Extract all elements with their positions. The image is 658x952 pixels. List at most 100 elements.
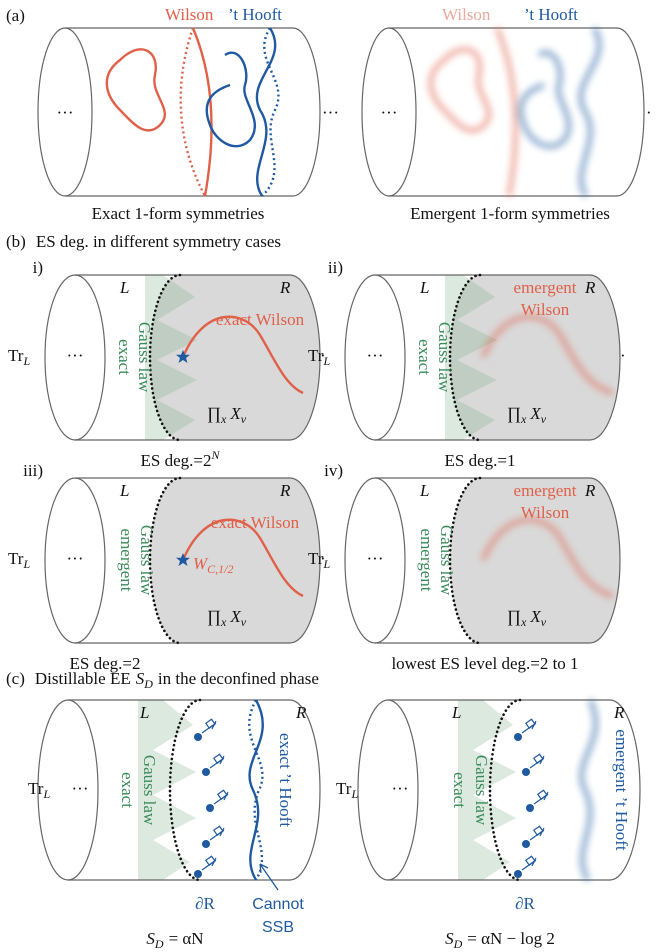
shape: [202, 826, 224, 848]
tspan: = αN: [169, 929, 204, 948]
caption: SD= αN: [146, 929, 203, 951]
figure: (a) ··· ··· Wilson ’t Hooft Exact 1-form…: [0, 0, 658, 952]
cylinder-exact: ··· ··· Wilson ’t Hooft Exact 1-form sym…: [38, 5, 339, 223]
tspan: (c): [6, 669, 25, 688]
right-label: R: [584, 481, 596, 500]
shape: [38, 28, 320, 196]
left-label: L: [451, 703, 461, 722]
wilson-label: Wilson: [165, 5, 214, 24]
tspan: v: [241, 412, 247, 426]
ellipsis: ···: [72, 779, 89, 798]
left-label: L: [419, 278, 429, 297]
ellipsis: ···: [322, 103, 339, 122]
gauss-label: Gauss law: [435, 322, 454, 393]
thooft-label: ’t Hooft: [228, 5, 282, 24]
right-label: R: [295, 703, 307, 722]
tspan: v: [541, 412, 547, 426]
case-iv: iv) TrL ··· L R emergent Gauss law emerg…: [308, 461, 620, 673]
tspan: N: [210, 448, 220, 462]
wilson-label: Wilson: [521, 300, 570, 319]
note: Cannot: [252, 896, 304, 913]
tspan: in the deconfined phase: [158, 669, 319, 688]
thooft-label: exact ’t Hooft: [276, 733, 295, 827]
gauss-label: emergent: [117, 529, 136, 592]
shape: [526, 790, 548, 812]
thooft-label: emergent ’t Hooft: [612, 729, 631, 850]
path: [193, 28, 211, 196]
gauss-label: exact: [415, 339, 434, 375]
tspan: C,1/2: [207, 562, 233, 576]
g: [194, 719, 228, 878]
tspan: X: [529, 607, 541, 626]
shape: [522, 754, 544, 776]
tspan: L: [322, 557, 330, 571]
gauss-label: Gauss law: [437, 525, 456, 596]
ellipsis: ···: [67, 346, 84, 365]
path: [581, 28, 599, 196]
thooft-label: ’t Hooft: [524, 5, 578, 24]
ellipsis: ···: [367, 549, 384, 568]
tspan: X: [229, 607, 241, 626]
path: [260, 864, 278, 890]
left-label: L: [139, 703, 149, 722]
caption: ES deg.=2N: [141, 448, 221, 470]
tspan: D: [154, 937, 164, 951]
tspan: Distillable EE: [35, 669, 131, 688]
tspan: ES deg.=2: [141, 451, 212, 470]
tspan: Tr: [336, 779, 352, 798]
shape: [194, 719, 216, 741]
case-i: i) TrL ··· · L R exact Gauss law exact W…: [8, 258, 326, 470]
gauss-label: exact: [450, 772, 469, 808]
caption: lowest ES level deg.=2 to 1: [391, 654, 578, 673]
tspan: = αN − log 2: [467, 929, 555, 948]
tspan: X: [229, 404, 241, 423]
shape: [522, 826, 544, 848]
left-label: L: [119, 481, 129, 500]
trace: TrL: [336, 779, 358, 801]
path: [207, 53, 255, 147]
case-label: i): [33, 258, 43, 277]
tspan: ∏: [207, 607, 221, 626]
panel-label: (a): [6, 6, 25, 25]
left-label: L: [119, 278, 129, 297]
path: [521, 53, 569, 147]
case-label: ii): [328, 258, 343, 277]
caption: Exact 1-form symmetries: [92, 204, 265, 223]
tspan: Tr: [8, 346, 24, 365]
shape: [514, 856, 536, 878]
trace: TrL: [8, 549, 30, 571]
cylinder-emergent: ··· · Wilson ’t Hooft Emergent 1-form sy…: [362, 5, 652, 223]
tspan: v: [541, 615, 547, 629]
ellipsis: ···: [57, 103, 74, 122]
case-label: iii): [23, 461, 43, 480]
case-iii: iii) TrL ··· · L R emergent Gauss law ex…: [8, 461, 326, 673]
boundary-label: ∂R: [195, 894, 215, 913]
tspan: L: [350, 787, 358, 801]
wilson-label: emergent: [514, 481, 577, 500]
ellipsis: ·: [620, 346, 626, 365]
note: SSB: [262, 919, 294, 936]
wilson-label: Wilson: [521, 503, 570, 522]
trace: TrL: [308, 346, 330, 368]
trace: TrL: [8, 346, 30, 368]
shape: [514, 719, 536, 741]
tspan: (b): [6, 232, 26, 251]
gauss-label: Gauss law: [135, 322, 154, 393]
tspan: x: [220, 615, 227, 629]
gauss-label: exact: [118, 772, 137, 808]
tspan: L: [22, 557, 30, 571]
g: [514, 719, 548, 878]
gauss-label: exact: [115, 339, 134, 375]
tspan: x: [520, 412, 527, 426]
wilson-label: emergent: [514, 278, 577, 297]
trace: TrL: [28, 779, 50, 801]
case-ii: ii) TrL ··· · L R exact Gauss law emerge…: [308, 258, 626, 470]
cylinder-emergent-thooft: TrL ··· L R exact Gauss law emergent ’t …: [336, 700, 640, 951]
tspan: Tr: [28, 779, 44, 798]
gauss-label: Gauss law: [140, 755, 159, 826]
ellipsis: ···: [367, 346, 384, 365]
tspan: Tr: [308, 346, 324, 365]
gauss-label: Gauss law: [472, 755, 491, 826]
right-label: R: [279, 278, 291, 297]
right-label: R: [613, 703, 625, 722]
